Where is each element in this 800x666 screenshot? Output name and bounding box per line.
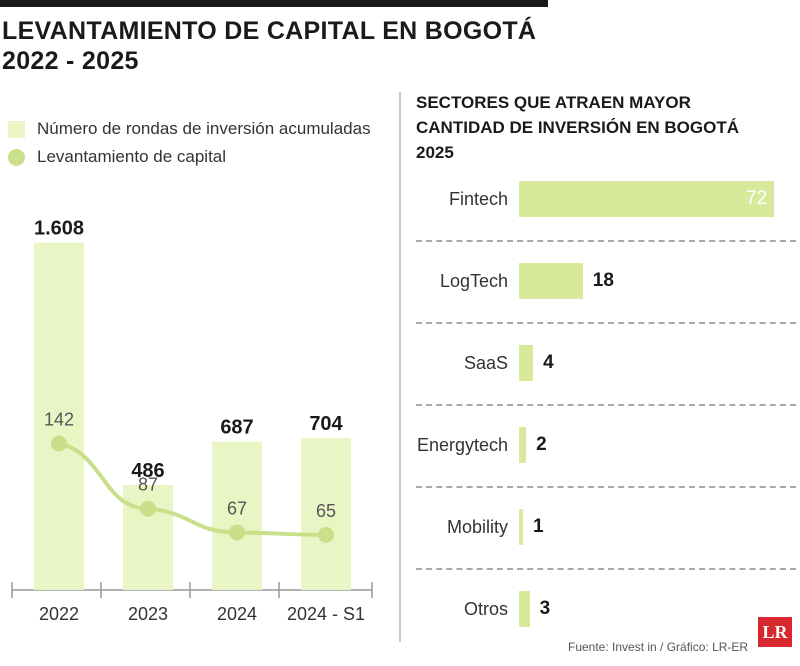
sector-value: 2 [536, 434, 547, 455]
legend-item-line: Levantamiento de capital [8, 143, 371, 171]
x-tick-label: 2022 [39, 604, 79, 624]
sector-label: LogTech [439, 271, 508, 291]
sector-value: 1 [533, 516, 544, 537]
row-separator [416, 240, 796, 242]
legend-line-label: Levantamiento de capital [37, 147, 227, 166]
sector-bar [519, 345, 534, 381]
bar-2024 [212, 441, 262, 590]
line-point-2023 [140, 500, 156, 517]
row-separator [416, 322, 796, 324]
line-point-2024 - S1 [318, 526, 334, 543]
sector-bar [519, 181, 774, 217]
legend-bars-label: Número de rondas de inversión acumuladas [37, 119, 371, 138]
sector-row: Fintech 72 [0, 181, 800, 221]
sector-value: 4 [543, 352, 554, 373]
sector-value: 3 [539, 598, 551, 619]
legend-item-bars: Número de rondas de inversión acumuladas [8, 115, 371, 143]
bar-2024 - S1 [301, 437, 351, 590]
page-title: LEVANTAMIENTO DE CAPITAL EN BOGOTÁ 2022 … [2, 16, 536, 76]
line-point-2024 [229, 524, 245, 541]
sectors-title-line-3: 2025 [416, 143, 454, 162]
bar-value-label: 1.608 [34, 218, 84, 240]
sectors-title: SECTORES QUE ATRAEN MAYOR CANTIDAD DE IN… [416, 90, 739, 165]
bar-value-label: 704 [309, 413, 343, 435]
sector-row: Otros 3 [0, 591, 800, 631]
sector-label: Otros [463, 599, 508, 619]
bar-value-label: 687 [220, 417, 253, 439]
capital-line [58, 441, 327, 537]
sector-value: 18 [592, 270, 614, 291]
sector-row: Energytech 2 [0, 427, 800, 467]
lr-logo: LR [758, 617, 792, 647]
x-tick-label: 2024 [217, 604, 257, 624]
sector-label: SaaS [463, 353, 508, 373]
legend: Número de rondas de inversión acumuladas… [8, 115, 371, 171]
top-rule [0, 0, 548, 7]
x-tick-label: 2024 - S1 [287, 604, 365, 624]
title-line-1: LEVANTAMIENTO DE CAPITAL EN BOGOTÁ [2, 17, 537, 45]
sector-label: Fintech [448, 189, 508, 209]
bar-value-label: 486 [131, 460, 164, 482]
source-note: Fuente: Invest in / Gráfico: LR-ER [568, 640, 749, 654]
legend-line-swatch [8, 148, 25, 166]
sector-row: LogTech 18 [0, 263, 800, 303]
sector-value: 72 [746, 188, 768, 209]
sector-bar [519, 263, 583, 299]
sector-row: Mobility 1 [0, 509, 800, 549]
sector-bar [519, 427, 527, 463]
sector-label: Energytech [416, 435, 508, 455]
line-value-label: 87 [138, 475, 158, 495]
line-value-label: 142 [44, 409, 74, 429]
title-line-2: 2022 - 2025 [2, 47, 139, 75]
sector-row: SaaS 4 [0, 345, 800, 385]
row-separator [416, 568, 796, 570]
capital-chart: 1.608 2022 486 2023 687 2024 704 2024 - S1 142 87… [11, 218, 373, 624]
legend-bar-swatch [8, 120, 25, 138]
line-value-label: 67 [227, 498, 247, 518]
x-tick-label: 2023 [128, 604, 168, 624]
bar-2022 [34, 242, 84, 590]
row-separator [416, 404, 796, 406]
sector-bar [519, 591, 530, 627]
sector-label: Mobility [446, 517, 508, 537]
line-point-2022 [51, 435, 67, 452]
sector-bar [519, 509, 523, 545]
sectors-title-line-2: CANTIDAD DE INVERSIÓN EN BOGOTÁ [416, 118, 740, 137]
row-separator [416, 486, 796, 488]
sectors-title-line-1: SECTORES QUE ATRAEN MAYOR [416, 93, 691, 112]
panel-divider [399, 92, 401, 642]
line-value-label: 65 [316, 501, 336, 521]
